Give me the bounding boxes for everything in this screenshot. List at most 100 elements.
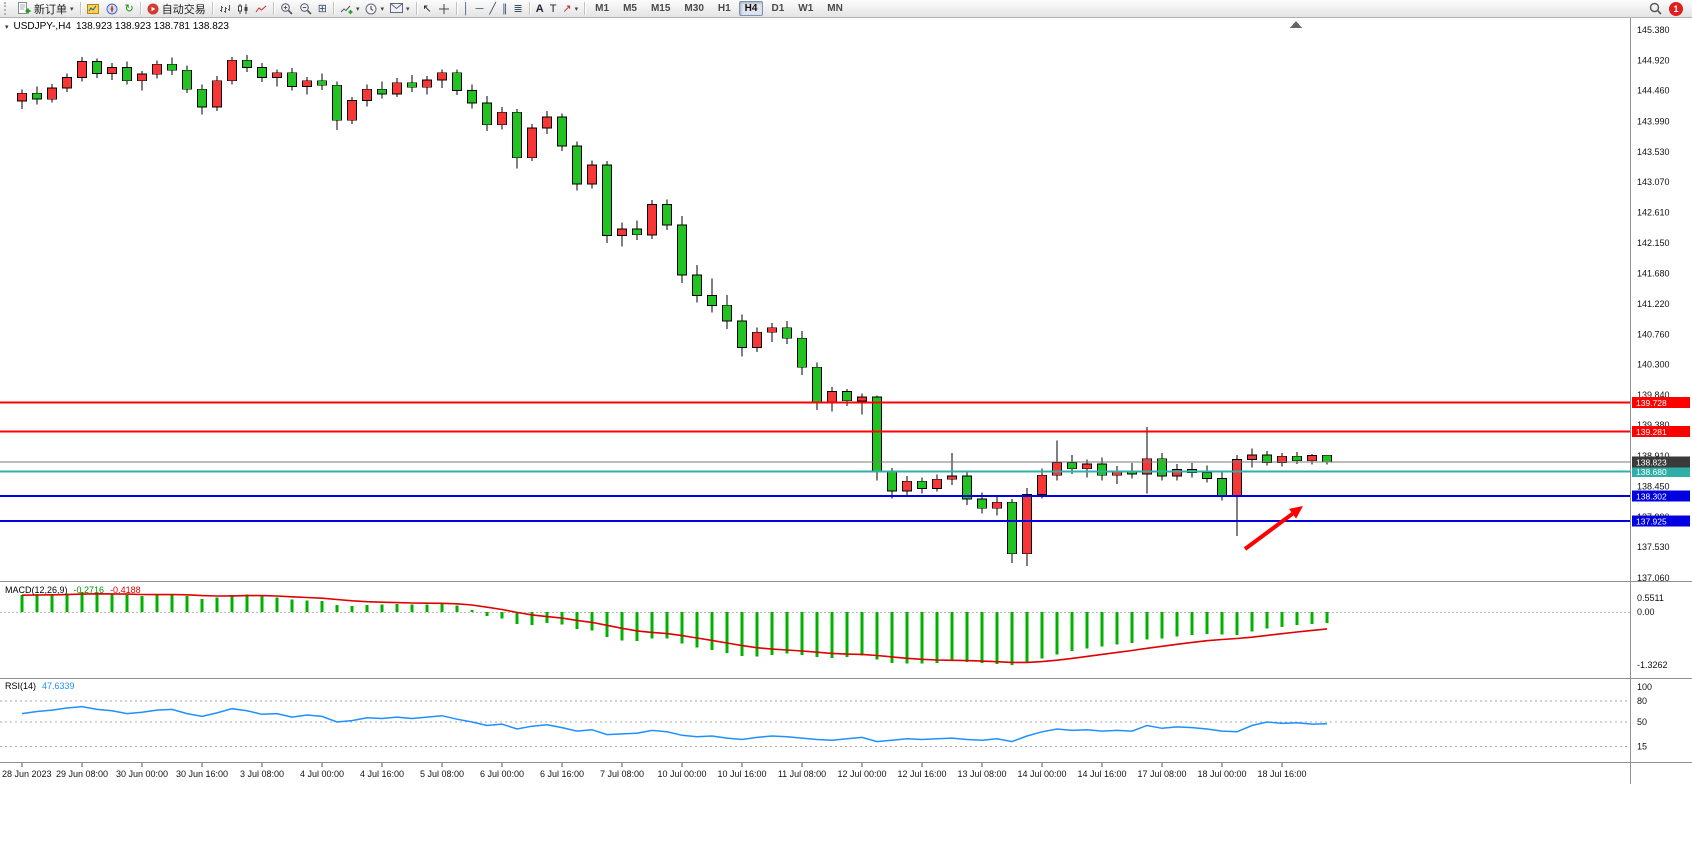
price-badge bbox=[1632, 515, 1690, 527]
candle-bearish bbox=[452, 72, 462, 92]
candle-bullish bbox=[347, 100, 357, 121]
time-axis-label: 6 Jul 16:00 bbox=[540, 769, 584, 779]
zoom-in-button[interactable] bbox=[277, 1, 296, 17]
time-axis-label: 6 Jul 00:00 bbox=[480, 769, 524, 779]
crosshair-icon bbox=[438, 3, 449, 14]
price-axis-label: 141.680 bbox=[1637, 269, 1670, 279]
macd-main-value: -0.2716 bbox=[73, 585, 105, 595]
candle-bearish bbox=[467, 90, 477, 104]
candle-bullish bbox=[272, 72, 282, 78]
vertical-line-tool[interactable]: │ bbox=[460, 1, 473, 17]
auto-trading-label: 自动交易 bbox=[161, 3, 206, 16]
crosshair-tool-button[interactable] bbox=[435, 1, 453, 17]
timeframe-button-h4[interactable]: H4 bbox=[738, 1, 764, 16]
candle-bullish bbox=[77, 61, 87, 78]
candle-bearish bbox=[572, 145, 582, 185]
candle-bearish bbox=[197, 88, 207, 108]
channel-tool[interactable]: ∥ bbox=[499, 1, 511, 17]
templates-button[interactable]: ▾ bbox=[387, 1, 413, 17]
candle-bearish bbox=[1067, 462, 1077, 470]
channel-icon: ∥ bbox=[502, 2, 508, 15]
time-axis-label: 12 Jul 00:00 bbox=[837, 769, 886, 779]
timeframe-button-m1[interactable]: M1 bbox=[595, 3, 610, 14]
candlestick-mode-button[interactable] bbox=[234, 1, 252, 17]
zoom-out-icon bbox=[299, 3, 312, 15]
candle-bearish bbox=[377, 88, 387, 95]
candle-bearish bbox=[1097, 463, 1107, 476]
indicators-icon bbox=[340, 5, 353, 14]
bar-chart-mode-button[interactable] bbox=[216, 1, 234, 17]
cursor-tool-button[interactable]: ↖ bbox=[420, 1, 435, 17]
periods-button[interactable]: ▾ bbox=[362, 1, 387, 17]
time-axis-label: 10 Jul 16:00 bbox=[717, 769, 766, 779]
candle-bullish bbox=[1232, 459, 1242, 497]
new-order-label: 新订单 bbox=[34, 3, 67, 16]
tile-windows-button[interactable]: ⊞ bbox=[315, 1, 330, 17]
text-tool-icon: A bbox=[535, 2, 544, 15]
candle-bullish bbox=[137, 73, 147, 82]
zoom-in-icon bbox=[280, 3, 293, 15]
macd-signal-line bbox=[21, 592, 1328, 664]
toolbar-separator bbox=[332, 2, 334, 15]
candle-bearish bbox=[977, 498, 987, 509]
search-button[interactable] bbox=[1646, 1, 1665, 17]
timeframe-button-m30[interactable]: M30 bbox=[684, 3, 704, 14]
fibonacci-tool[interactable]: ≣ bbox=[511, 1, 526, 17]
line-chart-mode-button[interactable] bbox=[252, 1, 270, 17]
macd-axis-label: 0.00 bbox=[1637, 607, 1655, 617]
candle-bearish bbox=[482, 102, 492, 126]
ohlc-readout: 138.923 138.923 138.781 138.823 bbox=[75, 21, 229, 32]
auto-trading-button[interactable]: 自动交易 bbox=[144, 1, 209, 17]
price-badge-label: 138.680 bbox=[1636, 467, 1667, 477]
price-badge-label: 139.281 bbox=[1636, 427, 1667, 437]
toolbar-grip[interactable] bbox=[4, 2, 10, 15]
timeframe-button-group: M1 M5 M15 M30 H1 H4 D1 W1 MN bbox=[588, 1, 850, 16]
macd-axis-label: 0.5511 bbox=[1637, 593, 1664, 603]
candle-bullish bbox=[1307, 455, 1317, 462]
indicators-button[interactable]: ▾ bbox=[337, 1, 363, 17]
arrow-annotation-head[interactable] bbox=[1289, 506, 1303, 519]
new-order-button[interactable]: 新订单 ▾ bbox=[14, 1, 77, 17]
price-axis-label: 137.060 bbox=[1637, 573, 1670, 583]
candle-bullish bbox=[527, 127, 537, 159]
candle-bearish bbox=[602, 164, 612, 236]
navigator-button[interactable] bbox=[103, 1, 122, 17]
candle-bearish bbox=[722, 304, 732, 322]
arrows-tool[interactable]: ↗ ▾ bbox=[559, 1, 581, 17]
candle-bearish bbox=[557, 116, 567, 147]
candle-bullish bbox=[392, 82, 402, 95]
price-axis-label: 143.530 bbox=[1637, 147, 1670, 157]
timeframe-button-h1[interactable]: H1 bbox=[717, 3, 731, 14]
timeframe-button-w1[interactable]: W1 bbox=[798, 3, 814, 14]
market-watch-button[interactable] bbox=[84, 1, 103, 17]
timeframe-button-d1[interactable]: D1 bbox=[771, 3, 785, 14]
price-axis-label: 141.220 bbox=[1637, 299, 1670, 309]
price-badge-label: 137.925 bbox=[1636, 517, 1667, 527]
price-badge-label: 138.302 bbox=[1636, 492, 1667, 502]
refresh-button[interactable]: ↻ bbox=[122, 1, 137, 17]
symbol-dropdown-icon[interactable]: ▾ bbox=[5, 23, 9, 31]
notification-badge[interactable]: 1 bbox=[1669, 1, 1683, 16]
time-axis-label: 18 Jul 16:00 bbox=[1257, 769, 1306, 779]
time-axis-label: 14 Jul 16:00 bbox=[1077, 769, 1126, 779]
price-axis-label: 139.380 bbox=[1637, 420, 1670, 430]
chart-shift-marker[interactable] bbox=[1290, 21, 1302, 28]
arrow-tool-icon: ↗ bbox=[562, 2, 572, 15]
candle-bearish bbox=[1157, 458, 1167, 477]
candle-bullish bbox=[47, 87, 57, 100]
arrow-annotation-shaft[interactable] bbox=[1243, 512, 1294, 551]
text-label-tool[interactable]: T bbox=[547, 1, 560, 17]
text-tool[interactable]: A bbox=[533, 1, 547, 17]
chevron-down-icon: ▾ bbox=[355, 5, 360, 13]
timeframe-button-m5[interactable]: M5 bbox=[623, 3, 637, 14]
horizontal-line-tool[interactable]: ─ bbox=[473, 1, 487, 17]
candle-bullish bbox=[1142, 458, 1152, 475]
zoom-out-button[interactable] bbox=[296, 1, 315, 17]
timeframe-button-mn[interactable]: MN bbox=[827, 3, 843, 14]
chevron-down-icon: ▾ bbox=[70, 5, 74, 13]
timeframe-button-m15[interactable]: M15 bbox=[650, 3, 671, 14]
candle-bullish bbox=[437, 72, 447, 81]
trendline-tool[interactable]: ╱ bbox=[486, 1, 499, 17]
candle-bullish bbox=[422, 79, 432, 88]
